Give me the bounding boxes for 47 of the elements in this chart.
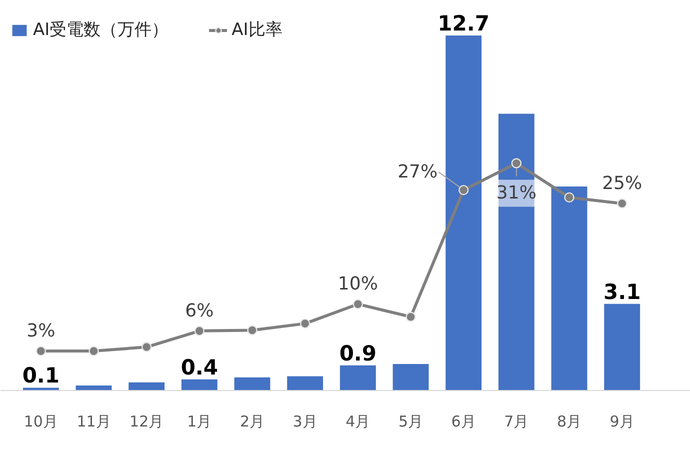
bar bbox=[234, 377, 270, 390]
bar bbox=[604, 304, 640, 390]
bar bbox=[287, 376, 324, 390]
data-label: 3% bbox=[26, 320, 56, 342]
point bbox=[247, 325, 258, 336]
x-tick-label: 7月 bbox=[504, 412, 529, 430]
bar bbox=[340, 365, 376, 390]
data-label: 27% bbox=[398, 162, 438, 183]
point bbox=[352, 299, 364, 310]
legend-label: AI比率 bbox=[232, 19, 282, 41]
bar bbox=[446, 36, 482, 390]
x-tick-label: 2月 bbox=[240, 412, 265, 430]
point bbox=[88, 346, 99, 356]
x-tick-label: 3月 bbox=[292, 412, 318, 430]
bar bbox=[392, 364, 429, 390]
point bbox=[36, 346, 46, 356]
data-label: 0.4 bbox=[180, 355, 218, 380]
data-label: 12.7 bbox=[438, 12, 490, 36]
x-tick-label: 8月 bbox=[556, 412, 582, 430]
point bbox=[511, 158, 522, 168]
bar bbox=[551, 186, 588, 390]
x-tick-label: 6月 bbox=[451, 412, 476, 430]
x-tick-label: 4月 bbox=[346, 412, 370, 430]
x-tick-label: 9月 bbox=[610, 412, 634, 430]
data-label: 0.1 bbox=[22, 364, 60, 388]
data-label: 6% bbox=[185, 300, 214, 322]
x-tick-label: 12月 bbox=[130, 412, 164, 430]
x-tick-label: 5月 bbox=[398, 412, 424, 430]
data-label: 3.1 bbox=[603, 280, 641, 304]
point bbox=[194, 326, 205, 336]
data-label: 10% bbox=[338, 274, 378, 295]
x-tick-label: 1月 bbox=[187, 412, 212, 430]
point bbox=[564, 192, 574, 203]
bar bbox=[128, 382, 165, 390]
point bbox=[300, 318, 310, 329]
legend-label: AI受電数（万件） bbox=[33, 19, 169, 41]
point bbox=[406, 312, 416, 322]
data-label: 0.9 bbox=[339, 341, 377, 366]
bar bbox=[181, 379, 218, 390]
x-tick-label: 11月 bbox=[76, 412, 111, 430]
point bbox=[458, 184, 469, 196]
data-label: 25% bbox=[602, 172, 642, 194]
x-tick-label: 10月 bbox=[24, 412, 58, 430]
bar bbox=[22, 388, 59, 390]
point bbox=[141, 342, 152, 352]
data-label: 31% bbox=[496, 182, 536, 204]
point bbox=[616, 198, 628, 209]
